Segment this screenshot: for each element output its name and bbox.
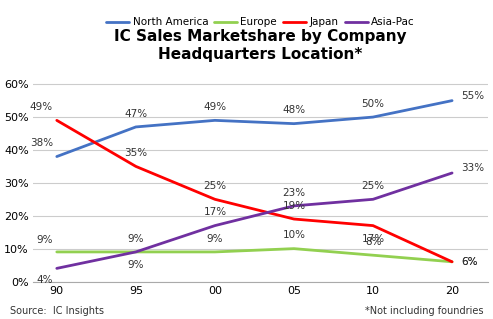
Text: 8%: 8%	[365, 237, 381, 247]
Text: 35%: 35%	[124, 148, 147, 158]
North America	[449, 99, 455, 102]
Line: Europe: Europe	[57, 249, 452, 262]
Text: 17%: 17%	[203, 207, 226, 217]
Text: Source:  IC Insights: Source: IC Insights	[10, 306, 104, 316]
Asia-Pac	[54, 266, 60, 270]
North America	[370, 115, 376, 119]
North America	[212, 118, 218, 122]
Text: 6%: 6%	[461, 257, 478, 267]
Text: 47%: 47%	[124, 109, 147, 119]
Europe	[133, 250, 139, 254]
Legend: North America, Europe, Japan, Asia-Pac: North America, Europe, Japan, Asia-Pac	[102, 13, 419, 31]
Text: 33%: 33%	[461, 163, 485, 173]
Text: 9%: 9%	[36, 235, 53, 245]
Text: 4%: 4%	[36, 275, 53, 285]
Asia-Pac	[370, 197, 376, 201]
Line: Asia-Pac: Asia-Pac	[57, 173, 452, 268]
Title: IC Sales Marketshare by Company
Headquarters Location*: IC Sales Marketshare by Company Headquar…	[114, 29, 407, 63]
Europe	[212, 250, 218, 254]
Text: 6%: 6%	[461, 257, 478, 267]
Line: North America: North America	[57, 100, 452, 157]
Europe	[291, 247, 297, 250]
North America	[133, 125, 139, 129]
Text: 9%: 9%	[128, 260, 144, 270]
Text: 49%: 49%	[30, 102, 53, 112]
Text: 23%: 23%	[282, 188, 306, 198]
Japan	[291, 217, 297, 221]
Asia-Pac	[133, 250, 139, 254]
Text: 9%: 9%	[207, 234, 223, 244]
Japan	[370, 224, 376, 227]
Asia-Pac	[449, 171, 455, 175]
North America	[291, 122, 297, 126]
Asia-Pac	[291, 204, 297, 208]
Text: 55%: 55%	[461, 91, 485, 101]
Europe	[370, 253, 376, 257]
Text: 38%: 38%	[30, 138, 53, 148]
Asia-Pac	[212, 224, 218, 227]
North America	[54, 155, 60, 159]
Japan	[133, 165, 139, 168]
Europe	[54, 250, 60, 254]
Text: *Not including foundries: *Not including foundries	[365, 306, 483, 316]
Text: 17%: 17%	[361, 234, 385, 244]
Text: 49%: 49%	[203, 102, 226, 112]
Text: 50%: 50%	[361, 99, 385, 109]
Europe	[449, 260, 455, 264]
Line: Japan: Japan	[57, 120, 452, 262]
Text: 25%: 25%	[203, 181, 226, 191]
Japan	[449, 260, 455, 264]
Japan	[54, 118, 60, 122]
Text: 10%: 10%	[282, 230, 306, 241]
Text: 19%: 19%	[282, 201, 306, 211]
Text: 25%: 25%	[361, 181, 385, 191]
Text: 9%: 9%	[128, 234, 144, 244]
Text: 48%: 48%	[282, 105, 306, 115]
Japan	[212, 197, 218, 201]
